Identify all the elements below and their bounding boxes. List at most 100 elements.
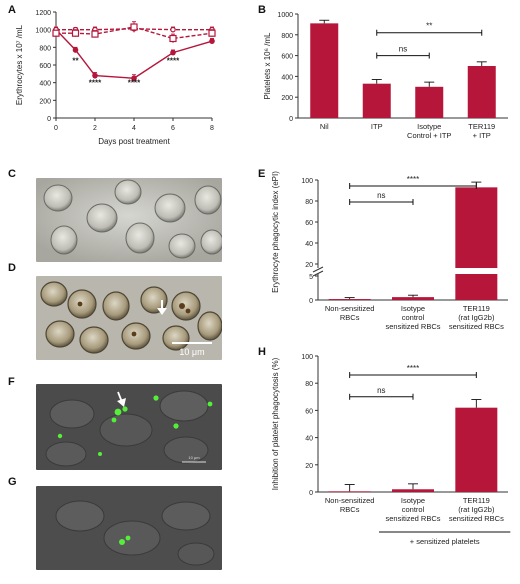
significance-annotation: **** bbox=[128, 79, 141, 88]
data-point-square bbox=[52, 29, 60, 37]
x-category-label: Isotype bbox=[401, 496, 425, 505]
x-axis-label: Days post treatment bbox=[98, 137, 170, 146]
panel-label-c: C bbox=[8, 168, 16, 180]
bar bbox=[455, 407, 498, 492]
significance-label: **** bbox=[407, 364, 419, 373]
significance-annotation: **** bbox=[89, 79, 102, 88]
y-tick-label: 400 bbox=[281, 74, 293, 81]
y-tick-label: 600 bbox=[39, 63, 51, 70]
x-category-label: sensitized RBCs bbox=[449, 322, 504, 331]
x-tick-label: 4 bbox=[132, 125, 136, 132]
data-point-open bbox=[170, 26, 176, 33]
data-point-square bbox=[130, 23, 138, 31]
x-category-label: Nil bbox=[320, 122, 329, 131]
significance-annotation: **** bbox=[167, 57, 180, 66]
x-category-label: control bbox=[402, 505, 425, 514]
panel-label-f: F bbox=[8, 376, 15, 388]
y-tick-label: 20 bbox=[305, 262, 313, 269]
significance-label: ** bbox=[426, 22, 432, 31]
y-tick-label: 40 bbox=[305, 241, 313, 248]
x-category-label: + ITP bbox=[473, 131, 491, 140]
y-tick-label: 60 bbox=[305, 408, 313, 415]
scale-bar-label-f: 10 μm bbox=[188, 455, 200, 460]
significance-label: **** bbox=[407, 175, 419, 184]
x-category-label: TER119 bbox=[468, 122, 495, 131]
bar-break-gap bbox=[454, 268, 499, 274]
y-tick-label: 0 bbox=[289, 116, 293, 123]
scale-bar-label-d: 10 μm bbox=[179, 347, 204, 357]
x-category-label: (rat IgG2b) bbox=[458, 313, 495, 322]
arrow-pointer-d bbox=[157, 300, 167, 315]
micrograph-g bbox=[36, 486, 222, 570]
panel-label-d: D bbox=[8, 262, 16, 274]
x-category-label: RBCs bbox=[340, 313, 360, 322]
y-tick-label: 1000 bbox=[277, 12, 293, 19]
bar bbox=[328, 491, 371, 493]
data-point bbox=[131, 75, 137, 82]
x-category-label: Non-sensitized bbox=[325, 496, 375, 505]
x-tick-label: 0 bbox=[54, 125, 58, 132]
y-tick-label: 1000 bbox=[35, 28, 51, 35]
y-tick-label: 600 bbox=[281, 54, 293, 61]
micrograph-d: 10 μm bbox=[36, 276, 222, 360]
bar bbox=[362, 83, 391, 118]
y-tick-label: 0 bbox=[309, 298, 313, 305]
x-category-label: sensitized RBCs bbox=[385, 514, 440, 523]
arrow-pointer-f bbox=[117, 391, 126, 407]
x-tick-label: 6 bbox=[171, 125, 175, 132]
bar bbox=[415, 86, 444, 118]
y-tick-label: 800 bbox=[39, 45, 51, 52]
series-line bbox=[56, 28, 212, 31]
x-category-label: (rat IgG2b) bbox=[458, 505, 495, 514]
panel-label-b: B bbox=[258, 4, 266, 16]
y-tick-label: 80 bbox=[305, 199, 313, 206]
chart-e-bar-plot: Non-sensitizedRBCsIsotypecontrolsensitiz… bbox=[271, 171, 508, 331]
y-tick-label: 40 bbox=[305, 436, 313, 443]
bar bbox=[392, 489, 434, 492]
panel-label-g: G bbox=[8, 476, 17, 488]
micrograph-c bbox=[36, 178, 222, 262]
significance-label: ns bbox=[399, 45, 407, 54]
significance-annotation: ** bbox=[72, 57, 79, 66]
y-tick-label: 0 bbox=[47, 116, 51, 123]
y-tick-label: 80 bbox=[305, 381, 313, 388]
bar bbox=[392, 297, 434, 300]
axis-break-gap bbox=[312, 268, 324, 274]
x-category-label: Control + ITP bbox=[407, 131, 451, 140]
axis-break-mark bbox=[312, 266, 324, 273]
data-point-square bbox=[71, 29, 80, 37]
panel-label-h: H bbox=[258, 346, 266, 358]
x-category-label: Isotype bbox=[401, 304, 425, 313]
chart-h-bar-plot: Non-sensitizedRBCsIsotypecontrolsensitiz… bbox=[271, 354, 511, 546]
y-tick-label: 5 bbox=[309, 274, 313, 281]
panel-label-e: E bbox=[258, 168, 266, 180]
x-category-label: ITP bbox=[371, 122, 383, 131]
significance-label: ns bbox=[377, 386, 385, 395]
bar bbox=[455, 187, 498, 300]
y-tick-label: 20 bbox=[305, 463, 313, 470]
x-category-label: sensitized RBCs bbox=[449, 514, 504, 523]
x-category-label: Non-sensitized bbox=[325, 304, 375, 313]
chart-a-line-plot: 0 200 400 600 800 1000 1200 0 2 4 6 8 Days post trea… bbox=[15, 10, 216, 146]
y-tick-label: 100 bbox=[301, 178, 313, 185]
significance-label: ns bbox=[377, 191, 385, 200]
micrograph-f: 10 μm bbox=[36, 384, 222, 470]
data-point-square bbox=[91, 30, 99, 38]
panel-label-a: A bbox=[8, 4, 16, 16]
y-tick-label: 200 bbox=[281, 95, 293, 102]
x-category-label: RBCs bbox=[340, 505, 360, 514]
x-tick-label: 2 bbox=[93, 125, 97, 132]
y-axis-label: Platelets x 10⁶ /mL bbox=[263, 32, 272, 99]
axis-break-mark bbox=[312, 270, 324, 277]
data-point bbox=[209, 38, 215, 44]
y-tick-label: 60 bbox=[305, 220, 313, 227]
series-line bbox=[55, 29, 213, 79]
y-tick-label: 1200 bbox=[35, 10, 51, 17]
y-tick-label: 800 bbox=[281, 33, 293, 40]
bar bbox=[328, 299, 371, 300]
y-axis-label: Erythrocyte phagocytic index (ePI) bbox=[271, 171, 280, 293]
data-point bbox=[92, 72, 98, 79]
data-point bbox=[170, 49, 176, 56]
x-category-label: sensitized RBCs bbox=[385, 322, 440, 331]
